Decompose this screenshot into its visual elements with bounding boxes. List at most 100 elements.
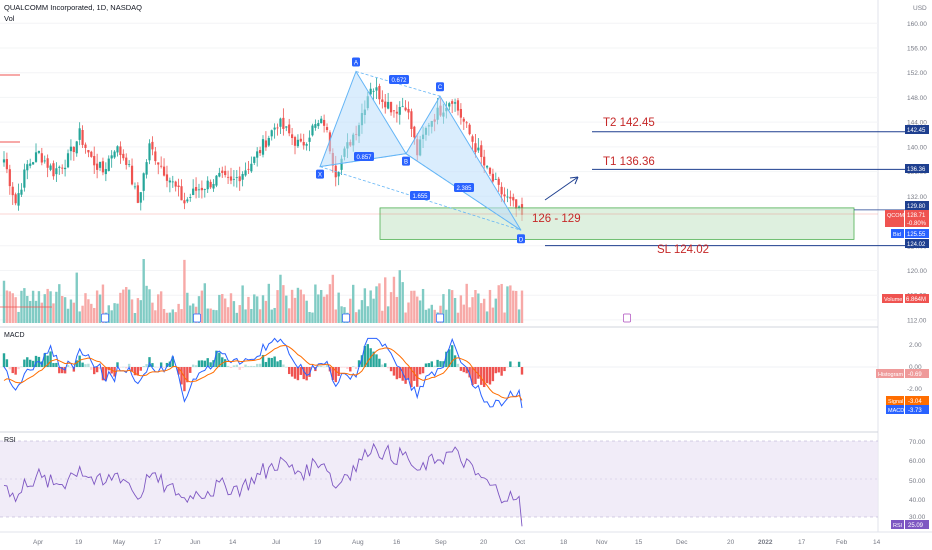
candle-body <box>148 143 151 161</box>
projection-arrow[interactable] <box>544 176 579 201</box>
candle-body <box>512 197 515 201</box>
volume-bar <box>125 287 128 323</box>
macd-histogram-bar <box>61 367 64 374</box>
price-tag-bid: Bid 125.55 <box>891 229 929 238</box>
rsi-tick: 30.00 <box>909 514 926 521</box>
svg-text:-0.80%: -0.80% <box>907 221 927 227</box>
candle-body <box>477 147 480 151</box>
time-tick: Nov <box>596 539 608 546</box>
macd-histogram-bar <box>191 364 195 367</box>
volume-bar <box>203 283 206 323</box>
volume-bar <box>395 296 399 323</box>
macd-histogram-bar <box>58 367 61 374</box>
volume-bar <box>232 301 236 323</box>
macd-histogram-bar <box>424 363 428 367</box>
price-tag-t1: 136.36 <box>905 164 929 173</box>
volume-bar <box>308 311 311 323</box>
macd-histogram-bar <box>17 367 20 370</box>
volume-bar <box>424 309 428 323</box>
macd-histogram-bar <box>203 360 206 367</box>
candle-body <box>130 165 134 185</box>
candle-body <box>404 107 407 111</box>
candle-body <box>293 137 297 146</box>
candle-body <box>517 206 521 209</box>
volume-bar <box>46 288 49 323</box>
time-tick: 14 <box>229 539 237 546</box>
candle-body <box>276 127 279 129</box>
macd-pane[interactable] <box>0 337 878 409</box>
volume-bar <box>366 306 369 323</box>
buy-zone[interactable] <box>0 207 878 240</box>
candle-body <box>302 141 305 146</box>
price-tag-last: QCOM 128.71 -0.80% <box>885 210 929 227</box>
macd-histogram-bar <box>127 363 131 367</box>
macd-histogram-bar <box>320 365 323 367</box>
candle-body <box>459 108 462 118</box>
macd-histogram-bar <box>418 367 422 375</box>
candle-body <box>369 88 372 95</box>
pattern-ratio-label: 1.655 <box>412 194 428 200</box>
macd-histogram-bar <box>430 361 433 367</box>
volume-bar <box>238 305 241 323</box>
macd-histogram-bar <box>142 366 145 367</box>
volume-bar <box>226 307 230 323</box>
macd-histogram-bar <box>197 360 201 367</box>
macd-histogram-bar <box>8 367 12 370</box>
macd-histogram-bar <box>366 344 369 367</box>
candle-body <box>72 146 75 153</box>
volume-bar <box>488 289 492 323</box>
rsi-pane[interactable] <box>3 442 523 527</box>
macd-histogram-bar <box>375 354 378 367</box>
time-tick: 17 <box>798 539 806 546</box>
harmonic-pattern[interactable]: X A B C D 0.857 0.672 2.385 1.655 <box>316 57 525 244</box>
volume-bar <box>485 311 489 323</box>
price-tag-sl: 124.02 <box>905 239 929 248</box>
volume-bar <box>500 283 503 323</box>
candle-body <box>177 185 180 188</box>
macd-histogram-bar <box>93 367 96 375</box>
macd-line <box>3 337 523 409</box>
macd-histogram-bar <box>392 367 396 376</box>
volume-bar <box>113 303 116 323</box>
volume-bar <box>480 303 483 323</box>
currency-label: USD <box>913 5 927 12</box>
time-axis[interactable]: Apr 19 May 17 Jun 14 Jul 19 Aug 16 Sep 2… <box>33 539 881 546</box>
macd-histogram-bar <box>250 365 253 367</box>
macd-histogram-bar <box>439 361 442 367</box>
candle-body <box>453 102 457 104</box>
event-marker-box <box>436 313 444 323</box>
candle-body <box>165 174 169 181</box>
volume-bar <box>389 292 393 323</box>
candle-body <box>26 164 29 171</box>
macd-histogram-bar <box>34 355 38 367</box>
volume-bar <box>477 293 480 323</box>
candle-body <box>494 179 497 180</box>
candle-body <box>456 100 460 111</box>
macd-histogram-bar <box>465 367 468 374</box>
svg-text:Histogram: Histogram <box>878 372 903 378</box>
macd-histogram-bar <box>474 367 477 385</box>
volume-bar <box>328 284 332 323</box>
volume-bar <box>340 306 343 323</box>
macd-histogram-bar <box>296 367 300 381</box>
macd-histogram-bar <box>238 367 241 370</box>
volume-bar <box>512 290 515 323</box>
macd-histogram-bar <box>308 367 311 377</box>
volume-legend-label: Vol <box>4 14 15 23</box>
volume-bar <box>421 288 425 323</box>
candle-body <box>189 197 192 198</box>
candle-body <box>98 161 102 168</box>
time-tick: Dec <box>676 539 688 546</box>
macd-histogram-bar <box>453 355 457 367</box>
volume-bar <box>2 280 6 323</box>
volume-bar <box>26 295 29 323</box>
target-levels[interactable] <box>545 131 905 247</box>
candle-body <box>84 144 87 148</box>
event-markers[interactable] <box>101 313 631 323</box>
candle-body <box>448 103 451 107</box>
time-tick: Sep <box>435 539 447 546</box>
candle-body <box>107 158 110 171</box>
volume-bar <box>212 309 215 323</box>
candle-body <box>160 165 163 167</box>
